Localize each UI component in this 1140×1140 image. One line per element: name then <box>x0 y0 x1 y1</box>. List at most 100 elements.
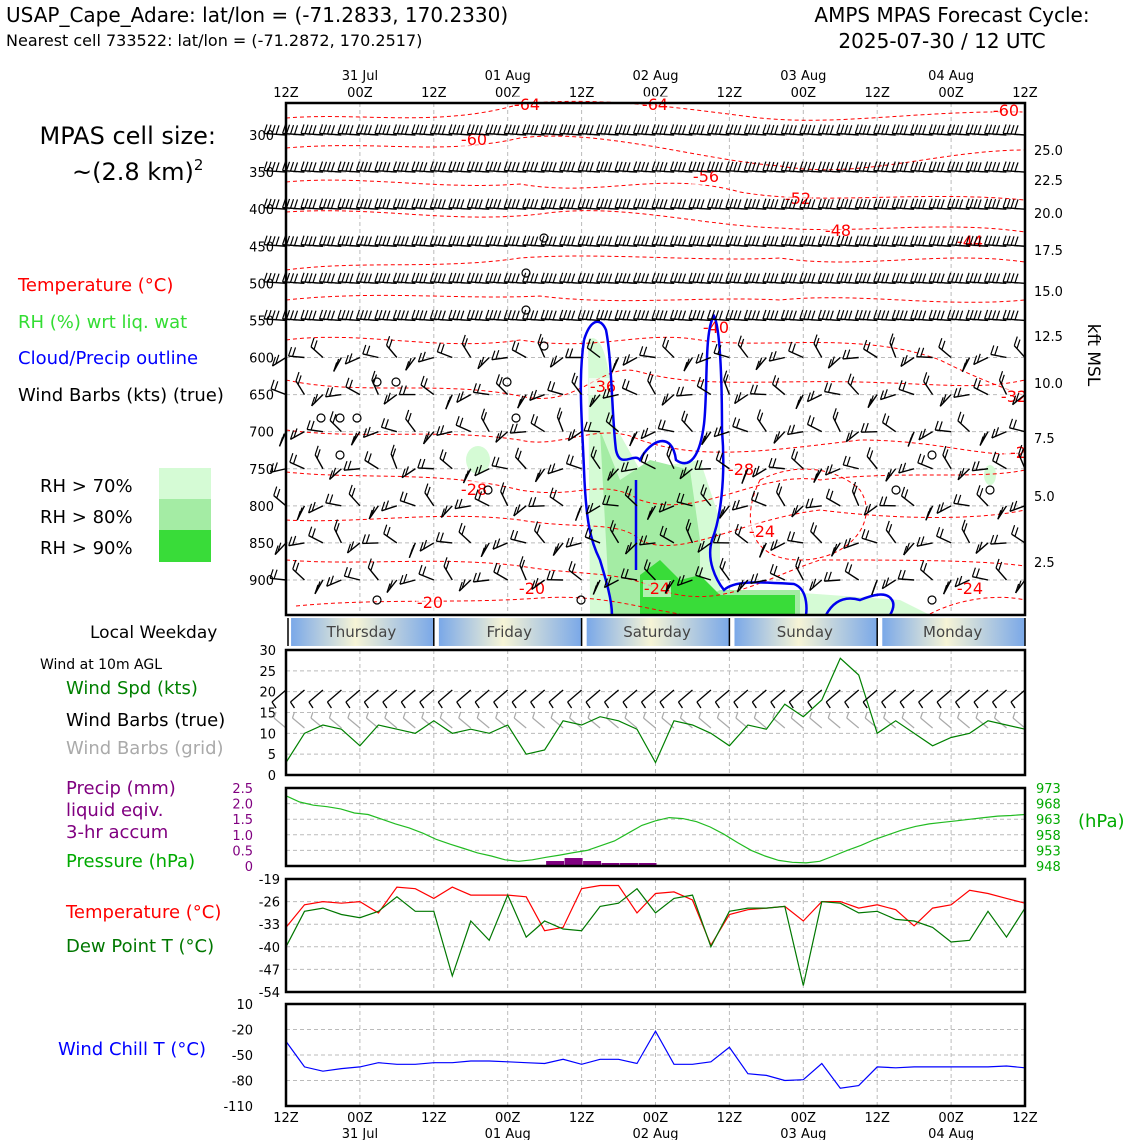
wind-barb <box>712 533 717 543</box>
wind-barb <box>566 462 582 470</box>
wind-barb <box>359 235 364 246</box>
wind-barb <box>419 124 424 135</box>
grid-wind-barb <box>1012 717 1026 729</box>
wind-barb <box>938 338 943 348</box>
wind-barb <box>692 235 697 246</box>
wind-barb <box>778 486 783 496</box>
wind-barb <box>478 162 483 172</box>
grid-wind-barb <box>698 717 712 729</box>
wind-speed-tick: 5 <box>268 748 276 763</box>
wind-barb <box>411 206 434 210</box>
wind-barb <box>995 453 1000 463</box>
wind-barb <box>858 161 863 172</box>
bottom-time-tick: 12Z <box>717 1111 743 1126</box>
wind-barb <box>330 162 336 172</box>
wind-barb <box>1019 448 1024 458</box>
wind-barb <box>688 206 711 210</box>
wind-barb <box>695 356 712 364</box>
wind-barb <box>1014 199 1019 209</box>
wind-barb <box>577 235 582 245</box>
wind-barb <box>903 199 908 209</box>
wind-barb <box>559 244 582 247</box>
wind-barb <box>547 389 564 396</box>
wind-barb <box>325 493 330 503</box>
wind-barb <box>337 169 360 173</box>
wind-barb <box>552 236 557 246</box>
wind-barb <box>773 434 778 444</box>
grid-wind-barb <box>310 711 314 719</box>
wind-barb <box>318 309 324 320</box>
wind-barb <box>391 448 397 458</box>
wind-barb <box>862 236 867 246</box>
true-wind-barb <box>548 689 564 703</box>
wind-barb <box>885 310 890 320</box>
temperature-contour <box>285 336 1026 397</box>
wind-barb <box>861 529 866 539</box>
wind-barb <box>847 382 860 396</box>
wind-barb <box>940 199 945 209</box>
wind-barb <box>474 236 479 246</box>
wind-barb <box>639 346 644 356</box>
wind-barb <box>803 198 808 209</box>
wind-barb <box>719 566 730 581</box>
wind-barb <box>359 309 364 320</box>
temperature-contour <box>929 596 1026 615</box>
wind-barb <box>458 581 463 592</box>
wind-barb <box>515 199 520 209</box>
wind-barb <box>973 161 978 172</box>
wind-barb <box>675 386 681 397</box>
grid-wind-barb <box>402 717 416 729</box>
wind-barb <box>275 236 280 246</box>
wind-barb <box>608 236 613 246</box>
wind-barb <box>695 354 700 364</box>
temperature-contour <box>285 210 1026 233</box>
wind-barb <box>319 132 342 136</box>
grid-wind-barb <box>661 717 675 729</box>
wind-barb <box>405 361 410 371</box>
wind-barb <box>345 236 350 246</box>
wind-barb <box>877 124 882 134</box>
true-wind-barb <box>400 701 406 709</box>
wind-barb <box>751 161 756 172</box>
precip-tick: 1.0 <box>232 829 253 844</box>
wind-barb <box>541 281 564 285</box>
true-wind-barb <box>770 689 786 703</box>
wind-barb <box>713 431 730 438</box>
wind-barb <box>308 199 313 209</box>
grid-wind-barb <box>679 711 684 719</box>
wind-barb <box>511 340 516 350</box>
wind-barb <box>319 318 342 322</box>
wind-barb <box>858 309 863 320</box>
wind-barb <box>836 169 859 173</box>
wind-barb <box>419 161 424 172</box>
wind-barb <box>854 124 859 134</box>
wind-barb <box>318 198 324 208</box>
wind-barb <box>743 309 748 320</box>
wind-barb <box>400 199 405 209</box>
rh70-region <box>466 446 490 474</box>
wind-barb <box>739 579 744 590</box>
wind-barb <box>918 430 923 441</box>
wind-barb <box>452 124 457 134</box>
wind-barb <box>474 310 479 320</box>
wind-barb <box>544 161 549 172</box>
wind-barb <box>696 199 701 209</box>
wind-barb <box>507 309 512 320</box>
true-wind-barb <box>936 689 952 703</box>
grid-wind-barb <box>569 717 582 729</box>
wind-barb <box>747 272 752 283</box>
wind-barb <box>707 169 730 173</box>
wind-barb <box>290 431 305 441</box>
wind-barb <box>1003 244 1026 247</box>
wind-barb <box>591 394 596 404</box>
wind-barb <box>881 310 886 320</box>
wind-barb <box>633 244 656 247</box>
wind-barb <box>529 393 545 401</box>
wind-barb <box>729 309 734 320</box>
wind-barb <box>328 387 334 397</box>
wind-barb <box>504 244 527 247</box>
wind-barb <box>742 470 747 481</box>
grid-wind-barb <box>809 717 823 729</box>
wind-barb <box>1014 310 1019 320</box>
wind-barb <box>386 310 391 320</box>
